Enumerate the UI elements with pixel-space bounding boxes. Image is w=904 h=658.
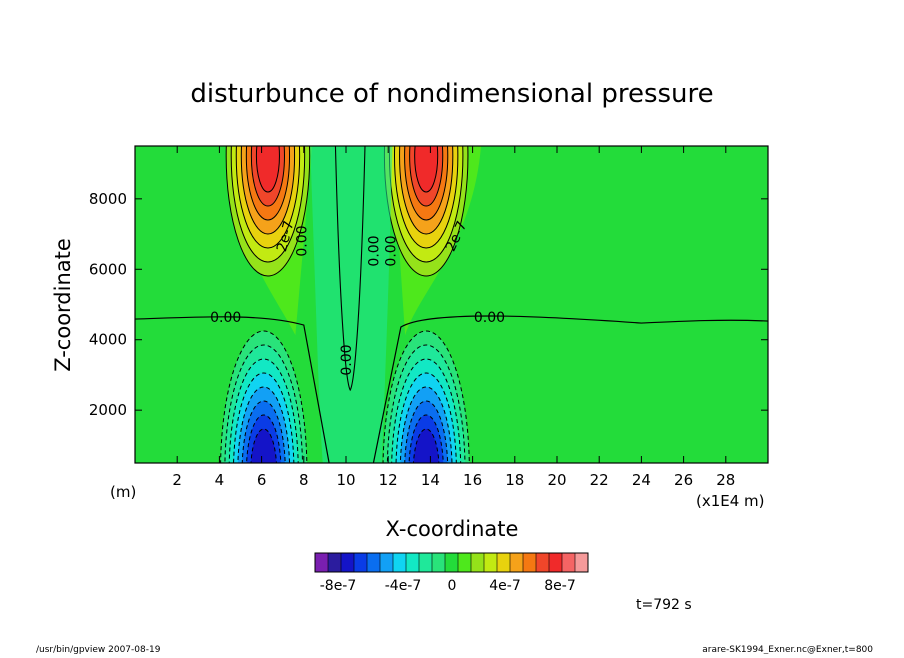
x-tick-label: 12 bbox=[379, 471, 398, 489]
x-tick-label: 10 bbox=[336, 471, 355, 489]
contour-label: 0.00 bbox=[474, 310, 505, 326]
x-axis: 2 4 6 8 10 12 14 16 18 20 22 24 26 28 bbox=[172, 146, 735, 489]
low-contour bbox=[250, 428, 277, 463]
colorbar-swatch bbox=[315, 553, 329, 572]
colorbar-label: 0 bbox=[448, 578, 457, 594]
colorbar-label: 8e-7 bbox=[544, 578, 575, 594]
time-label: t=792 s bbox=[636, 597, 692, 613]
footer-left: /usr/bin/gpview 2007-08-19 bbox=[36, 645, 161, 654]
colorbar-swatch bbox=[419, 553, 433, 572]
x-tick-label: 8 bbox=[299, 471, 309, 489]
colorbar-swatch bbox=[484, 553, 498, 572]
colorbar-swatch bbox=[341, 553, 355, 572]
y-axis: 2000 4000 6000 8000 bbox=[89, 190, 768, 419]
colorbar-label: 4e-7 bbox=[489, 578, 520, 594]
x-tick-label: 24 bbox=[632, 471, 651, 489]
colorbar-swatch bbox=[562, 553, 576, 572]
x-units-right: (x1E4 m) bbox=[696, 492, 765, 510]
x-tick-label: 2 bbox=[172, 471, 182, 489]
x-tick-label: 6 bbox=[257, 471, 267, 489]
contour-label: 0.00 bbox=[366, 235, 382, 266]
colorbar-swatch bbox=[354, 553, 368, 572]
y-tick-label: 2000 bbox=[89, 401, 127, 419]
colorbar-swatch bbox=[471, 553, 485, 572]
zero-contour bbox=[135, 315, 768, 463]
footer-right: arare-SK1994_Exner.nc@Exner,t=800 bbox=[702, 645, 873, 654]
colorbar-swatch bbox=[575, 553, 589, 572]
colorbar-swatch bbox=[523, 553, 537, 572]
colorbar-label: -4e-7 bbox=[385, 578, 422, 594]
x-units-left: (m) bbox=[110, 483, 136, 501]
x-tick-label: 20 bbox=[547, 471, 566, 489]
colorbar-swatch bbox=[380, 553, 394, 572]
contour-label: 0.00 bbox=[383, 235, 399, 266]
x-tick-label: 26 bbox=[674, 471, 693, 489]
colorbar-frame bbox=[314, 552, 589, 573]
colorbar: -8e-7 -4e-7 0 4e-7 8e-7 bbox=[314, 552, 589, 594]
colorbar-swatch bbox=[406, 553, 420, 572]
x-tick-label: 28 bbox=[716, 471, 735, 489]
colorbar-swatch bbox=[367, 553, 381, 572]
colorbar-swatch bbox=[328, 553, 342, 572]
contour-label: 2e-7 bbox=[274, 219, 298, 254]
x-tick-label: 22 bbox=[590, 471, 609, 489]
colorbar-swatch bbox=[510, 553, 524, 572]
high-contour bbox=[255, 146, 280, 193]
colorbar-swatch bbox=[536, 553, 550, 572]
x-axis-label: X-coordinate bbox=[386, 517, 519, 541]
plot-frame bbox=[134, 145, 769, 464]
colorbar-label: -8e-7 bbox=[320, 578, 357, 594]
colorbar-swatch bbox=[458, 553, 472, 572]
x-tick-label: 4 bbox=[215, 471, 225, 489]
center-column bbox=[310, 146, 393, 463]
chart-title: disturbunce of nondimensional pressure bbox=[190, 79, 713, 109]
y-tick-label: 6000 bbox=[89, 260, 127, 278]
x-tick-label: 14 bbox=[421, 471, 440, 489]
low-contour bbox=[412, 428, 440, 463]
colorbar-swatch bbox=[549, 553, 563, 572]
colorbar-swatch bbox=[432, 553, 446, 572]
y-tick-label: 4000 bbox=[89, 331, 127, 349]
contour-label: 0.00 bbox=[295, 225, 311, 256]
colorbar-swatch bbox=[445, 553, 459, 572]
zero-contour-center bbox=[334, 146, 366, 392]
y-axis-label: Z-coordinate bbox=[51, 238, 75, 372]
high-contour bbox=[414, 146, 439, 193]
contour-label: 0.00 bbox=[339, 344, 355, 375]
y-tick-label: 8000 bbox=[89, 190, 127, 208]
x-tick-label: 18 bbox=[505, 471, 524, 489]
x-tick-label: 16 bbox=[463, 471, 482, 489]
colorbar-swatch bbox=[497, 553, 511, 572]
colorbar-swatch bbox=[393, 553, 407, 572]
contour-label: 0.00 bbox=[210, 310, 241, 326]
